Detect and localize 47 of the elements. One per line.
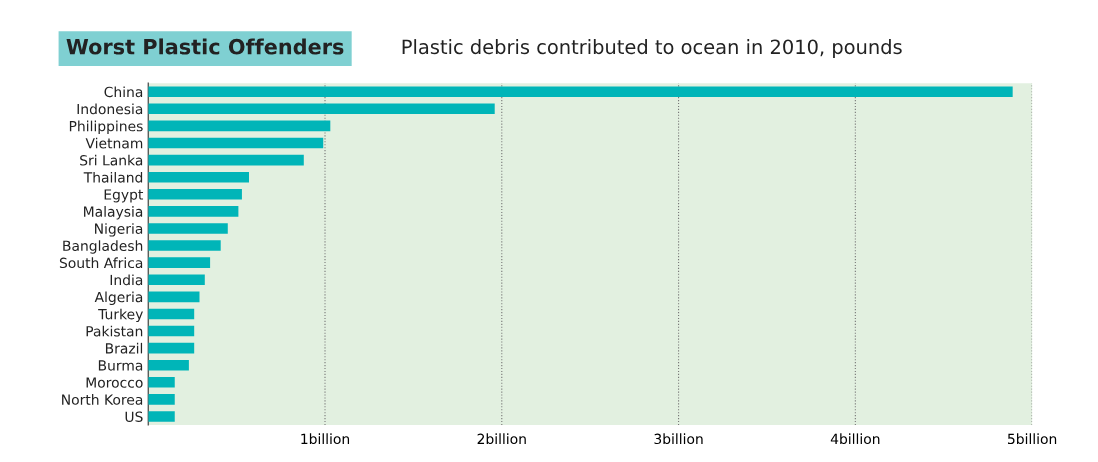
y-tick-label: China [104, 86, 143, 98]
y-tick-label: Turkey [98, 308, 143, 323]
bar [148, 188, 242, 200]
y-tick-label: Bangladesh [63, 240, 143, 254]
bar [148, 308, 195, 320]
bar [148, 240, 221, 251]
y-tick-label: Sri Lanka [80, 154, 143, 166]
bar [148, 274, 205, 286]
y-tick-label: Morocco [86, 377, 143, 388]
y-tick-label: Indonesia [77, 103, 143, 115]
bar [148, 291, 200, 303]
y-tick-label: Nigeria [95, 223, 143, 237]
x-tick-label: 2billion [477, 433, 526, 445]
bar [148, 394, 175, 405]
bar [148, 359, 189, 371]
chart-subtitle: Plastic debris contributed to ocean in 2010, pounds [402, 39, 902, 58]
x-tick-label: 1billion [301, 433, 350, 445]
x-tick-label: 5billion [1008, 433, 1057, 445]
y-tick-label: US [125, 411, 143, 422]
y-tick-label: Algeria [94, 291, 143, 305]
y-tick-label: North Korea [62, 394, 143, 405]
bar [148, 137, 324, 149]
bar [148, 171, 249, 183]
y-tick-label: Philippines [69, 120, 143, 135]
y-tick-label: South Africa [59, 257, 143, 269]
x-tick-label: 3billion [654, 433, 703, 445]
bar [148, 257, 211, 268]
y-tick-label: Malaysia [84, 206, 143, 220]
bar [148, 325, 195, 337]
y-tick-label: Brazil [105, 342, 143, 354]
x-tick-label: 4billion [830, 433, 880, 445]
y-tick-label: Egypt [104, 189, 144, 203]
y-tick-label: India [110, 274, 143, 286]
y-tick-label: Thailand [83, 171, 143, 183]
bar [148, 120, 331, 132]
bar [148, 411, 175, 422]
bar [148, 377, 175, 388]
bar [148, 103, 495, 115]
bar [148, 86, 1013, 98]
bar [148, 223, 228, 234]
y-tick-label: Burma [98, 360, 143, 371]
y-tick-label: Pakistan [86, 325, 143, 337]
bar [148, 154, 304, 166]
bar [148, 206, 239, 217]
bar [148, 342, 195, 354]
chart-title: Worst Plastic Offenders [66, 38, 344, 55]
y-tick-label: Vietnam [85, 137, 143, 149]
